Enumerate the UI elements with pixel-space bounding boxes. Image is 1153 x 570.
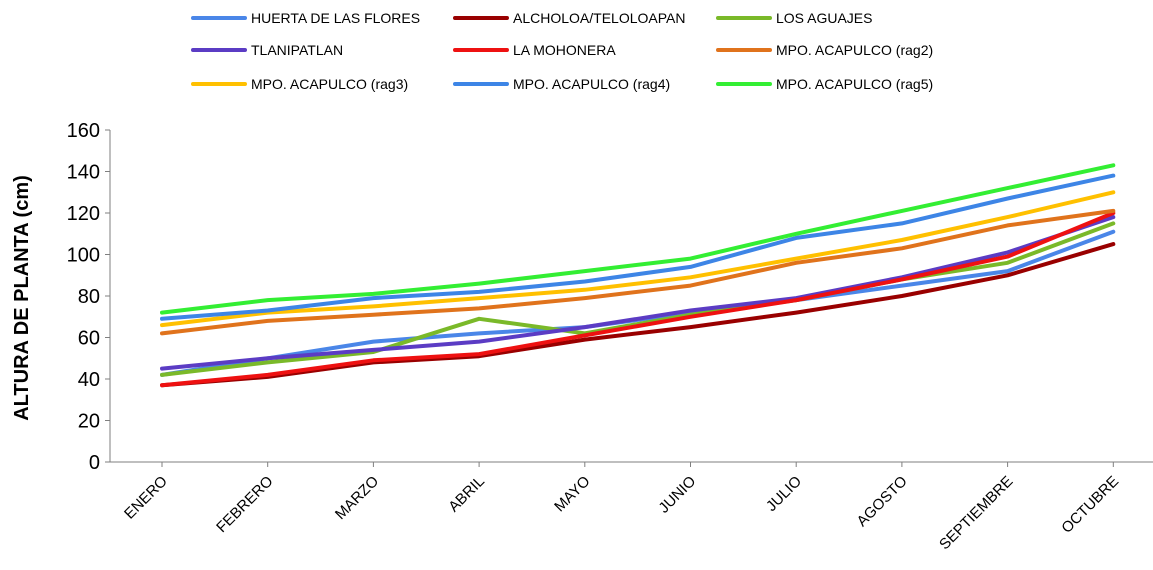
x-tick-label: SEPTIEMBRE [936,473,1016,553]
x-tick-label: JULIO [763,473,805,515]
legend-label: MPO. ACAPULCO (rag3) [251,76,408,92]
y-tick-label: 60 [78,328,100,350]
x-tick-label: FEBRERO [213,473,276,536]
legend-item: MPO. ACAPULCO (rag3) [191,76,408,92]
legend-item: TLANIPATLAN [191,42,343,58]
x-tick-label: MAYO [551,473,593,515]
y-tick-label: 160 [67,120,100,142]
legend-item: MPO. ACAPULCO (rag5) [716,76,933,92]
series-line [160,173,1116,321]
legend-label: HUERTA DE LAS FLORES [251,10,420,26]
x-tick-label: ENERO [121,473,171,523]
series-line [160,211,1116,388]
series-line [160,215,1116,371]
legend-label: MPO. ACAPULCO (rag5) [776,76,933,92]
legend-item: MPO. ACAPULCO (rag2) [716,42,933,58]
legend-label: LOS AGUAJES [776,10,872,26]
x-tick-label: JUNIO [655,473,699,517]
legend-item: ALCHOLOA/TELOLOAPAN [453,10,685,26]
legend-item: LOS AGUAJES [716,10,872,26]
series-group [160,163,1116,388]
series-line [160,208,1116,336]
y-tick-label: 120 [67,203,100,225]
y-tick-label: 40 [78,369,100,391]
y-tick-label: 140 [67,162,100,184]
x-tick-label: AGOSTO [854,473,911,530]
series-line [160,221,1116,377]
y-tick-label: 80 [78,286,100,308]
legend-item: HUERTA DE LAS FLORES [191,10,420,26]
legend-label: ALCHOLOA/TELOLOAPAN [513,10,685,26]
y-tick-label: 100 [67,245,100,267]
x-tick-label: OCTUBRE [1058,473,1122,537]
legend: HUERTA DE LAS FLORES ALCHOLOA/TELOLOAPAN L… [191,10,933,92]
x-tick-label: ABRIL [445,473,488,516]
series-line [160,242,1116,388]
series-line [160,190,1116,328]
legend-item: MPO. ACAPULCO (rag4) [453,76,670,92]
legend-label: LA MOHONERA [513,42,616,58]
legend-item: LA MOHONERA [453,42,616,58]
y-tick-label: 20 [78,411,100,433]
y-axis-label: ALTURA DE PLANTA (cm) [11,175,33,421]
legend-label: MPO. ACAPULCO (rag2) [776,42,933,58]
legend-label: MPO. ACAPULCO (rag4) [513,76,670,92]
x-tick-label: MARZO [332,473,382,523]
series-line [160,163,1116,315]
legend-label: TLANIPATLAN [251,42,343,58]
y-tick-label: 0 [89,452,100,474]
